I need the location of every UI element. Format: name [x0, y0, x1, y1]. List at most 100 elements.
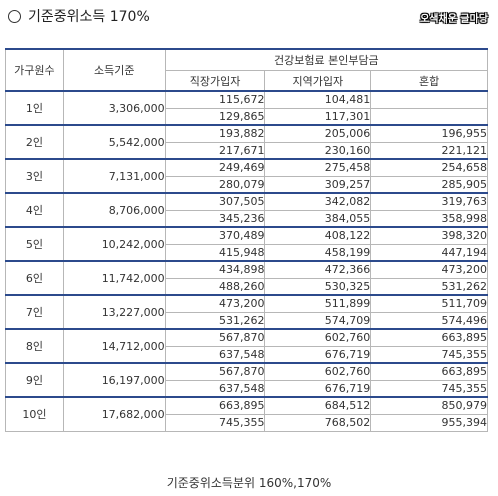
workplace-value-cell: 567,870: [164, 362, 266, 381]
workplace-value-cell: 370,489: [164, 226, 266, 245]
mixed-value-cell: 511,709: [370, 294, 488, 313]
page-title: 기준중위소득 170%: [8, 6, 150, 26]
household-cell: 5인: [5, 226, 64, 262]
header-mixed: 혼합: [370, 70, 488, 92]
income-cell: 14,712,000: [62, 328, 166, 364]
mixed-value-cell: 254,658: [370, 158, 488, 177]
table-row: 7인 13,227,000 473,200 511,899 511,709: [5, 294, 488, 330]
logo: 오색채운 글마당: [420, 14, 488, 25]
table-row: 217,671 230,160 221,121: [6, 141, 488, 160]
workplace-value-cell: 249,469: [164, 158, 266, 177]
income-cell: 8,706,000: [62, 192, 166, 228]
regional-value-cell: 117,301: [264, 107, 372, 126]
header-workplace: 직장가입자: [164, 70, 266, 92]
income-cell: 10,242,000: [62, 226, 166, 262]
household-cell: 1인: [5, 90, 64, 126]
workplace-value-cell: 637,548: [164, 379, 266, 398]
workplace-value-cell: 531,262: [164, 311, 266, 330]
regional-value-cell: 602,760: [264, 328, 372, 347]
household-cell: 7인: [5, 294, 64, 330]
table-row: 4인 8,706,000 307,505 342,082 319,763: [5, 192, 488, 228]
workplace-value-cell: 473,200: [164, 294, 266, 313]
regional-value-cell: 530,325: [264, 277, 372, 296]
workplace-value-cell: 745,355: [164, 413, 266, 432]
regional-value-cell: 458,199: [264, 243, 372, 262]
mixed-value-cell: 285,905: [370, 175, 488, 194]
mixed-value-cell: 531,262: [370, 277, 488, 296]
regional-value-cell: 408,122: [264, 226, 372, 245]
table-row: 1인 3,306,000 115,672 104,481: [5, 90, 488, 126]
income-cell: 7,131,000: [62, 158, 166, 194]
regional-value-cell: 230,160: [264, 141, 372, 160]
header-regional: 지역가입자: [264, 70, 372, 92]
workplace-value-cell: 193,882: [164, 124, 266, 143]
table-row: 637,548 676,719 745,355: [6, 379, 488, 398]
household-cell: 4인: [5, 192, 64, 228]
regional-value-cell: 676,719: [264, 345, 372, 364]
regional-value-cell: 684,512: [264, 396, 372, 415]
workplace-value-cell: 567,870: [164, 328, 266, 347]
income-cell: 13,227,000: [62, 294, 166, 330]
mixed-value-cell: 473,200: [370, 260, 488, 279]
regional-value-cell: 676,719: [264, 379, 372, 398]
workplace-value-cell: 129,865: [164, 107, 266, 126]
income-cell: 11,742,000: [62, 260, 166, 296]
circle-bullet-icon: [8, 9, 21, 23]
mixed-value-cell: 663,895: [370, 362, 488, 381]
workplace-value-cell: 217,671: [164, 141, 266, 160]
table-row: 6인 11,742,000 434,898 472,366 473,200: [5, 260, 488, 296]
regional-value-cell: 472,366: [264, 260, 372, 279]
workplace-value-cell: 488,260: [164, 277, 266, 296]
household-cell: 10인: [5, 396, 64, 432]
table-row: 8인 14,712,000 567,870 602,760 663,895: [5, 328, 488, 364]
table-row: 5인 10,242,000 370,489 408,122 398,320: [5, 226, 488, 262]
regional-value-cell: 205,006: [264, 124, 372, 143]
mixed-value-cell: 663,895: [370, 328, 488, 347]
workplace-value-cell: 434,898: [164, 260, 266, 279]
workplace-value-cell: 345,236: [164, 209, 266, 228]
income-cell: 5,542,000: [62, 124, 166, 160]
mixed-value-cell: 319,763: [370, 192, 488, 211]
table-row: 3인 7,131,000 249,469 275,458 254,658: [5, 158, 488, 194]
header-premium-group: 건강보험료 본인부담금: [164, 48, 489, 71]
table-row: 488,260 530,325 531,262: [6, 277, 488, 296]
mixed-value-cell: 358,998: [370, 209, 488, 228]
household-cell: 3인: [5, 158, 64, 194]
mixed-value-cell: 850,979: [370, 396, 488, 415]
premium-table: 가구원수 소득기준 건강보험료 본인부담금 직장가입자 지역가입자 혼합 1인 3…: [5, 48, 489, 432]
regional-value-cell: 342,082: [264, 192, 372, 211]
mixed-value-cell: 745,355: [370, 345, 488, 364]
mixed-value-cell: 196,955: [370, 124, 488, 143]
table-row: 637,548 676,719 745,355: [6, 345, 488, 364]
income-cell: 17,682,000: [62, 396, 166, 432]
household-cell: 6인: [5, 260, 64, 296]
table-row: 10인 17,682,000 663,895 684,512 850,979: [5, 396, 488, 432]
mixed-value-cell: 745,355: [370, 379, 488, 398]
regional-value-cell: 384,055: [264, 209, 372, 228]
household-cell: 2인: [5, 124, 64, 160]
regional-value-cell: 275,458: [264, 158, 372, 177]
regional-value-cell: 768,502: [264, 413, 372, 432]
workplace-value-cell: 280,079: [164, 175, 266, 194]
header-income: 소득기준: [62, 48, 166, 92]
table-row: 280,079 309,257 285,905: [6, 175, 488, 194]
workplace-value-cell: 637,548: [164, 345, 266, 364]
mixed-value-cell: 574,496: [370, 311, 488, 330]
mixed-value-cell: 398,320: [370, 226, 488, 245]
mixed-value-cell: [370, 107, 488, 126]
regional-value-cell: 309,257: [264, 175, 372, 194]
household-cell: 8인: [5, 328, 64, 364]
regional-value-cell: 511,899: [264, 294, 372, 313]
workplace-value-cell: 307,505: [164, 192, 266, 211]
header-household: 가구원수: [5, 48, 64, 92]
household-cell: 9인: [5, 362, 64, 398]
regional-value-cell: 104,481: [264, 90, 372, 109]
workplace-value-cell: 415,948: [164, 243, 266, 262]
income-cell: 16,197,000: [62, 362, 166, 398]
table-row: 745,355 768,502 955,394: [6, 413, 488, 432]
table-row: 9인 16,197,000 567,870 602,760 663,895: [5, 362, 488, 398]
regional-value-cell: 602,760: [264, 362, 372, 381]
mixed-value-cell: 447,194: [370, 243, 488, 262]
income-cell: 3,306,000: [62, 90, 166, 126]
workplace-value-cell: 115,672: [164, 90, 266, 109]
